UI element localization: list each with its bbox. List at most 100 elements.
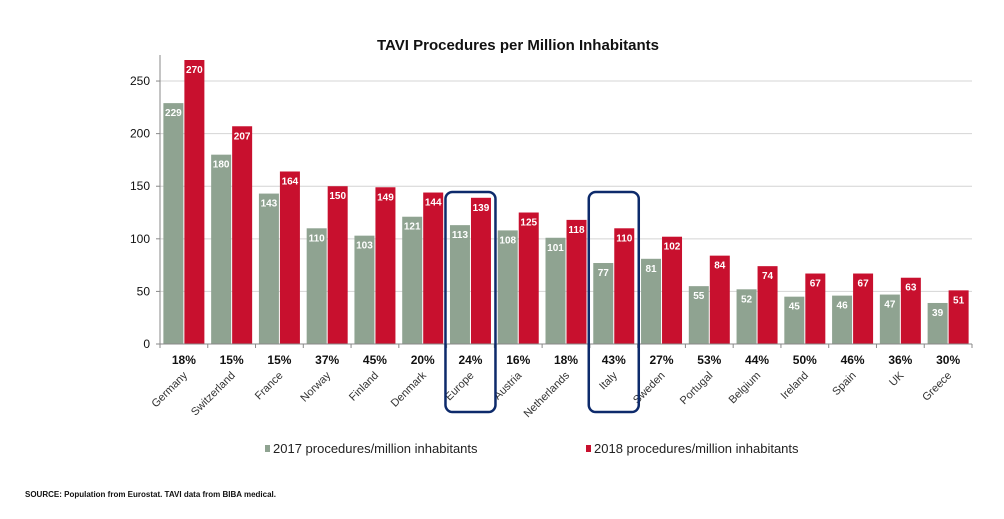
- y-tick-label: 100: [130, 232, 150, 246]
- growth-label: 15%: [267, 353, 291, 367]
- bar-2018: [375, 187, 396, 344]
- bar-2017: [593, 263, 614, 344]
- bar-2017: [306, 228, 327, 344]
- bar-2017: [497, 230, 518, 344]
- growth-label: 18%: [554, 353, 578, 367]
- data-label: 52: [741, 294, 753, 305]
- data-label: 47: [884, 300, 896, 311]
- data-label: 143: [261, 199, 278, 210]
- data-label: 45: [789, 302, 801, 313]
- category-label: Ireland: [779, 370, 811, 402]
- bars: 229 270 180 207 143 164 110 150 103 149 121 144 113 1…: [163, 60, 969, 345]
- category-label: Netherlands: [522, 369, 573, 420]
- legend: 2017 procedures/million inhabitants 2018…: [265, 441, 799, 456]
- bar-2017: [258, 193, 279, 344]
- y-tick-label: 200: [130, 127, 150, 141]
- category-label: Sweden: [631, 370, 668, 407]
- bar-2018: [423, 192, 444, 344]
- growth-label: 43%: [602, 353, 626, 367]
- bar-2017: [736, 289, 757, 344]
- growth-label: 27%: [650, 353, 674, 367]
- bar-2017: [688, 286, 709, 344]
- growth-label: 18%: [172, 353, 196, 367]
- chart-title: TAVI Procedures per Million Inhabitants: [377, 37, 659, 54]
- data-label: 144: [425, 198, 442, 209]
- growth-label: 16%: [506, 353, 530, 367]
- data-label: 150: [329, 191, 346, 202]
- bar-2018: [709, 255, 730, 344]
- category-label: Norway: [298, 369, 333, 404]
- y-axis: 0 50 100 150 200 250: [130, 55, 161, 351]
- growth-label: 30%: [936, 353, 960, 367]
- data-label: 67: [810, 279, 822, 290]
- bar-2017: [927, 302, 948, 344]
- bar-2018: [614, 228, 635, 344]
- bar-2017: [211, 154, 232, 344]
- data-label: 39: [932, 308, 944, 319]
- data-label: 108: [499, 235, 516, 246]
- y-tick-label: 150: [130, 179, 150, 193]
- bar-2018: [566, 219, 587, 344]
- bar-2018: [232, 126, 253, 345]
- legend-label-2018: 2018 procedures/million inhabitants: [594, 441, 799, 456]
- legend-swatch-2018: [586, 445, 591, 452]
- data-label: 149: [377, 192, 394, 203]
- data-label: 51: [953, 295, 965, 306]
- category-label: Italy: [597, 369, 620, 392]
- data-label: 77: [598, 268, 610, 279]
- highlight-boxes: [444, 190, 641, 414]
- legend-label-2017: 2017 procedures/million inhabitants: [273, 441, 478, 456]
- bar-2018: [662, 236, 683, 344]
- category-label: Finland: [347, 370, 381, 404]
- data-label: 118: [568, 225, 585, 236]
- category-label: Greece: [920, 370, 954, 404]
- data-label: 63: [905, 283, 917, 294]
- x-axis: 18% Germany 15% Switzerland 15% France 37% Norw…: [150, 343, 973, 420]
- bar-2018: [279, 171, 300, 344]
- bar-2018: [184, 60, 205, 344]
- data-label: 164: [282, 176, 299, 187]
- bar-2017: [354, 235, 375, 344]
- data-label: 113: [452, 230, 469, 241]
- bar-2018: [757, 266, 778, 344]
- data-label: 207: [234, 131, 251, 142]
- growth-label: 53%: [697, 353, 721, 367]
- bar-2017: [449, 225, 470, 344]
- growth-label: 50%: [793, 353, 817, 367]
- growth-label: 15%: [220, 353, 244, 367]
- highlight-box: [444, 190, 497, 414]
- data-label: 67: [858, 279, 870, 290]
- growth-label: 45%: [363, 353, 387, 367]
- category-label: Belgium: [727, 370, 764, 407]
- category-label: Europe: [443, 370, 477, 404]
- growth-label: 44%: [745, 353, 769, 367]
- data-label: 103: [356, 241, 373, 252]
- highlight-box: [587, 190, 641, 414]
- bar-2018: [470, 197, 491, 344]
- bar-2018: [518, 212, 539, 344]
- data-label: 74: [762, 271, 774, 282]
- bar-2018: [948, 290, 969, 344]
- data-label: 110: [616, 233, 633, 244]
- bar-2017: [879, 294, 900, 344]
- bar-2018: [853, 273, 874, 344]
- bar-2017: [402, 216, 423, 344]
- data-label: 102: [664, 242, 681, 253]
- bar-2017: [832, 295, 853, 344]
- data-label: 125: [520, 218, 537, 229]
- category-label: Switzerland: [189, 370, 238, 419]
- bar-2017: [163, 103, 184, 345]
- data-label: 180: [213, 160, 230, 171]
- category-label: Denmark: [389, 369, 429, 409]
- bar-2017: [641, 258, 662, 344]
- data-label: 270: [186, 65, 203, 76]
- data-label: 46: [837, 301, 849, 312]
- data-label: 55: [693, 291, 705, 302]
- source-note: SOURCE: Population from Eurostat. TAVI d…: [25, 490, 276, 499]
- growth-label: 36%: [888, 353, 912, 367]
- data-label: 81: [645, 264, 657, 275]
- category-label: Portugal: [678, 370, 715, 407]
- y-tick-label: 50: [137, 284, 151, 298]
- bar-2017: [784, 296, 805, 344]
